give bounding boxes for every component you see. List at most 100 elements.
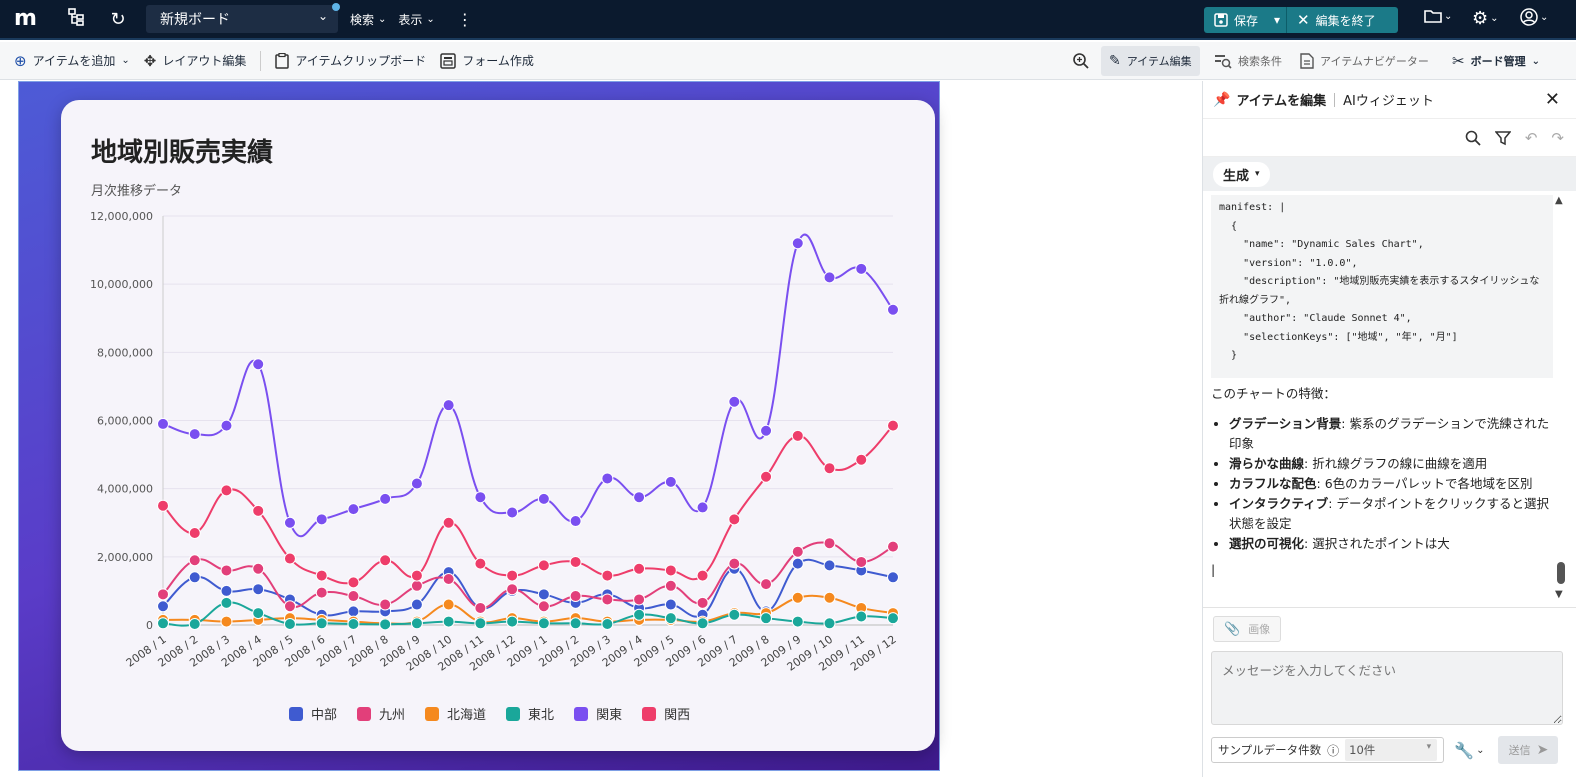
- data-point: [887, 540, 899, 553]
- search-conditions-tab[interactable]: 検索条件: [1206, 46, 1290, 76]
- data-point: [506, 569, 519, 582]
- scrollbar-thumb[interactable]: [1557, 562, 1565, 584]
- save-button[interactable]: 保存: [1204, 7, 1268, 33]
- pin-icon[interactable]: 📌: [1213, 91, 1231, 108]
- settings-menu[interactable]: ⚙ ⌄: [1472, 8, 1499, 29]
- app-logo[interactable]: m: [14, 6, 37, 31]
- sample-count-select[interactable]: 10件 ▾: [1345, 739, 1438, 761]
- data-point: [664, 564, 677, 577]
- chat-log[interactable]: manifest: | { "name": "Dynamic Sales Cha…: [1203, 195, 1563, 605]
- add-item-button[interactable]: ⊕ アイテムを追加 ⌄: [14, 52, 130, 70]
- data-point: [823, 462, 836, 475]
- layout-edit-label: レイアウト編集: [162, 54, 247, 68]
- message-input[interactable]: [1211, 651, 1563, 725]
- generate-button[interactable]: 生成 ▾: [1213, 161, 1270, 187]
- paperclip-icon: 📎: [1224, 621, 1241, 637]
- data-point: [379, 492, 392, 505]
- tab-item-edit[interactable]: アイテムを編集: [1236, 94, 1327, 109]
- more-menu[interactable]: ⋮: [456, 9, 473, 29]
- zoom-icon: [1073, 53, 1089, 69]
- data-point: [220, 584, 233, 597]
- data-point: [220, 564, 233, 577]
- info-icon[interactable]: ⓘ: [1327, 743, 1340, 758]
- legend-swatch: [289, 706, 303, 721]
- layout-edit-button[interactable]: ✥ レイアウト編集: [144, 52, 247, 70]
- y-tick-label: 2,000,000: [97, 551, 153, 564]
- item-clipboard-button[interactable]: アイテムクリップボード: [275, 52, 426, 69]
- legend-item[interactable]: 関東: [574, 704, 622, 723]
- chart-card: 地域別販売実績 月次推移データ 0 2,000,000 4,000,000 6,000…: [61, 100, 935, 751]
- refresh-icon[interactable]: ↻: [110, 8, 126, 30]
- end-edit-button[interactable]: ✕ 編集を終了: [1287, 7, 1386, 33]
- chevron-down-icon: ⌄: [426, 13, 435, 25]
- send-button[interactable]: 送信 ➤: [1498, 736, 1559, 764]
- zoom-button[interactable]: [1064, 46, 1098, 76]
- image-button[interactable]: 📎 画像: [1213, 616, 1282, 642]
- data-point: [157, 499, 169, 512]
- hierarchy-icon[interactable]: [66, 7, 86, 31]
- form-create-button[interactable]: フォーム作成: [440, 52, 534, 69]
- account-menu[interactable]: ⌄: [1520, 8, 1548, 26]
- tools-menu[interactable]: 🔧 ⌄: [1454, 741, 1484, 760]
- move-icon: ✥: [143, 51, 157, 70]
- data-point: [410, 579, 423, 592]
- redo-icon[interactable]: ↷: [1551, 128, 1564, 147]
- board-select[interactable]: 新規ボード ⌄: [146, 3, 340, 33]
- item-edit-tab[interactable]: ✎ アイテム編集: [1101, 46, 1200, 76]
- search-icon[interactable]: [1465, 130, 1481, 146]
- feature-title: 選択の可視化: [1229, 535, 1305, 551]
- chevron-down-icon: ⌄: [1531, 55, 1540, 67]
- data-point: [347, 617, 360, 630]
- feature-title: グラデーション背景: [1229, 415, 1342, 431]
- view-menu-label: 表示: [398, 12, 423, 27]
- scroll-up-arrow[interactable]: ▲: [1555, 195, 1563, 206]
- data-point: [347, 605, 360, 618]
- data-point: [823, 617, 836, 630]
- legend-item[interactable]: 東北: [506, 704, 554, 723]
- send-bar: サンプルデータ件数 ⓘ 10件 ▾ 🔧 ⌄ 送信 ➤: [1211, 735, 1573, 765]
- legend-label: 九州: [379, 708, 406, 723]
- item-navigator-tab[interactable]: アイテムナビゲーター: [1292, 46, 1437, 76]
- scroll-down-arrow[interactable]: ▼: [1555, 589, 1563, 600]
- data-point: [506, 615, 519, 628]
- save-options-button[interactable]: ▾: [1274, 13, 1281, 27]
- undo-icon[interactable]: ↶: [1524, 128, 1538, 147]
- data-point: [855, 453, 868, 466]
- search-menu[interactable]: 検索 ⌄: [350, 11, 386, 28]
- item-edit-label: アイテム編集: [1126, 55, 1192, 68]
- legend-item[interactable]: 九州: [357, 704, 405, 723]
- wrench-icon: 🔧: [1454, 740, 1475, 760]
- data-point: [855, 555, 868, 568]
- data-point: [633, 562, 646, 575]
- view-menu[interactable]: 表示 ⌄: [398, 11, 434, 28]
- close-icon[interactable]: ✕: [1544, 89, 1560, 110]
- chevron-down-icon: ⌄: [317, 9, 328, 23]
- data-point: [791, 615, 804, 628]
- legend-item[interactable]: 関西: [642, 704, 690, 723]
- feature-title: カラフルな配色: [1229, 475, 1317, 491]
- search-conditions-label: 検索条件: [1238, 55, 1282, 68]
- feature-item: グラデーション背景: 紫系のグラデーションで洗練された印象: [1229, 414, 1553, 454]
- legend-item[interactable]: 北海道: [425, 704, 486, 723]
- filter-icon[interactable]: [1494, 130, 1511, 146]
- data-point: [664, 612, 677, 625]
- data-point: [791, 237, 804, 250]
- data-point: [823, 591, 836, 604]
- board-manage-menu[interactable]: ✂ ボード管理 ⌄: [1444, 46, 1548, 76]
- board-manage-label: ボード管理: [1470, 55, 1526, 68]
- data-point: [410, 617, 423, 630]
- data-point: [664, 598, 677, 611]
- generate-label: 生成: [1223, 168, 1250, 184]
- item-navigator-label: アイテムナビゲーター: [1320, 55, 1429, 68]
- tab-ai-widget[interactable]: AIウィジェット: [1343, 94, 1434, 109]
- data-point: [823, 537, 836, 550]
- folder-menu[interactable]: ⌄: [1424, 8, 1452, 24]
- data-point: [442, 615, 455, 628]
- legend-item[interactable]: 中部: [289, 704, 337, 723]
- widget-item[interactable]: 地域別販売実績 月次推移データ 0 2,000,000 4,000,000 6,000…: [18, 81, 940, 771]
- feature-item: 滑らかな曲線: 折れ線グラフの線に曲線を適用: [1229, 454, 1553, 474]
- data-point: [601, 593, 614, 606]
- data-point: [188, 526, 201, 539]
- item-clipboard-label: アイテムクリップボード: [295, 54, 427, 68]
- data-point: [474, 601, 487, 614]
